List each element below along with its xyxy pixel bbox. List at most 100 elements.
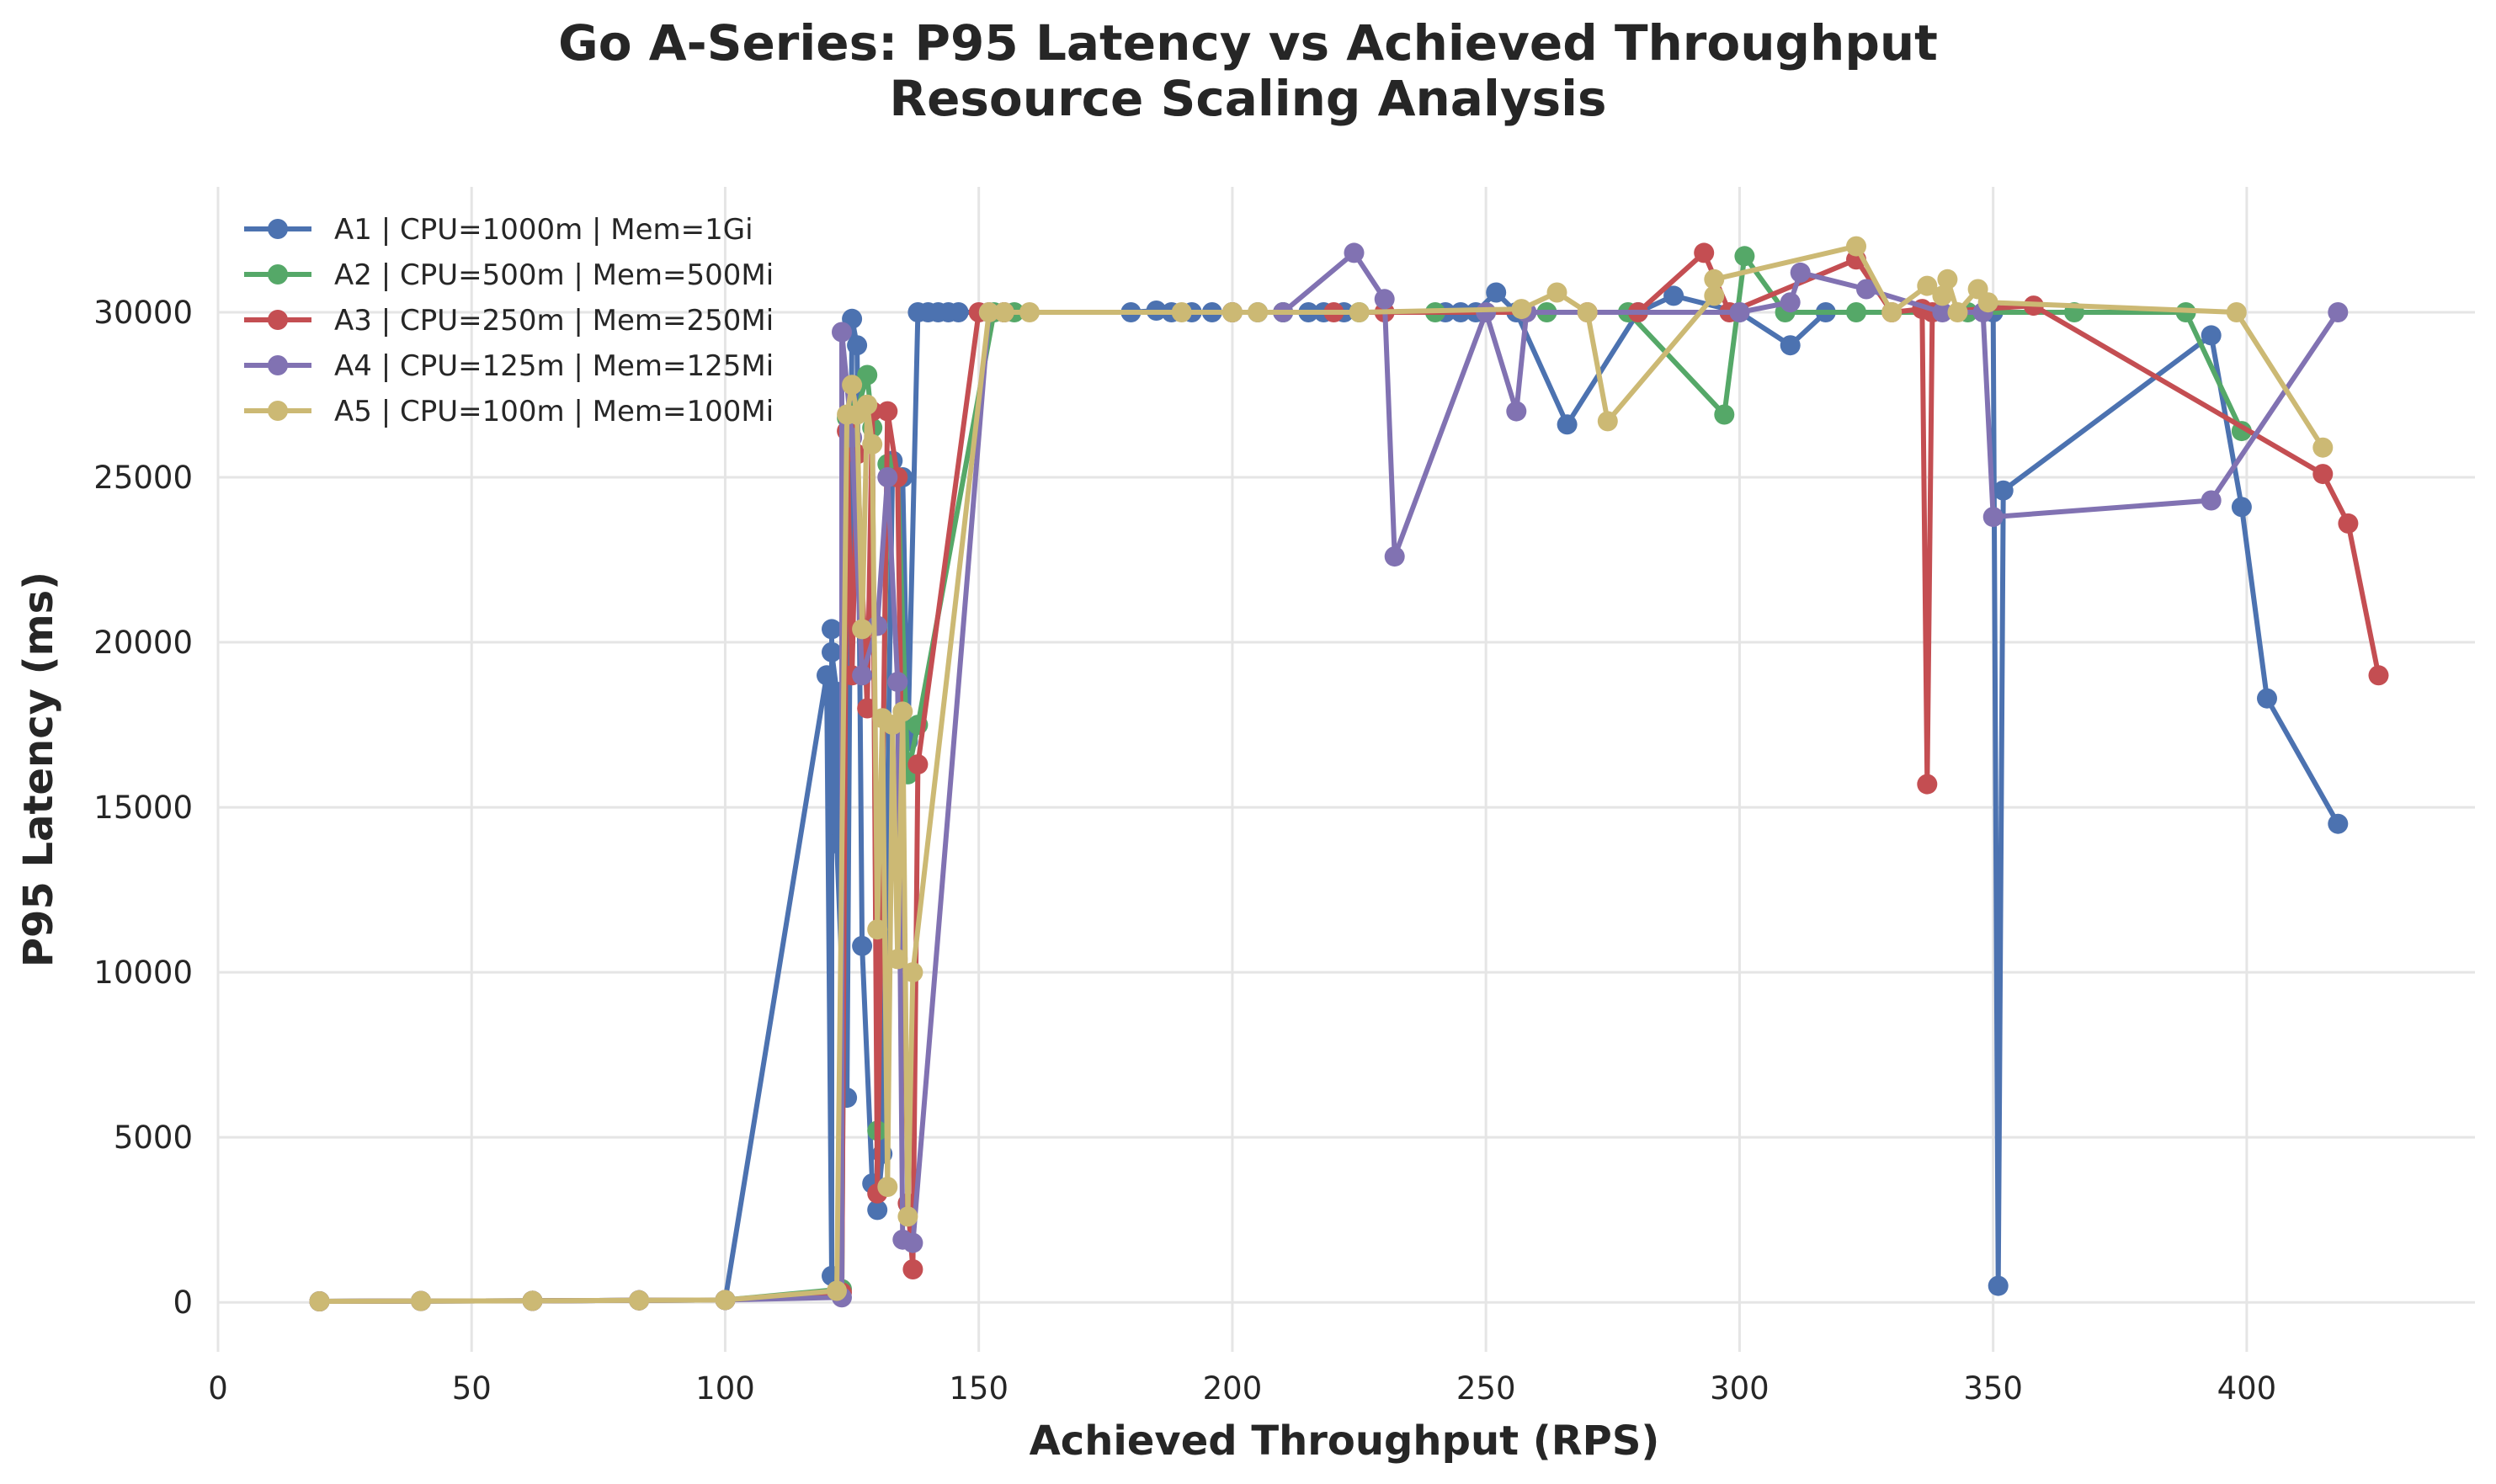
series-5-point-7 xyxy=(842,375,863,396)
legend-label-3: A3 | CPU=250m | Mem=250Mi xyxy=(334,304,774,338)
series-4-point-11 xyxy=(887,672,908,693)
series-5-point-0 xyxy=(309,1291,330,1311)
x-tick-label-0: 0 xyxy=(208,1370,228,1407)
series-1-point-44 xyxy=(1663,285,1684,306)
series-5-point-25 xyxy=(1248,302,1269,322)
y-tick-label-0: 0 xyxy=(173,1285,193,1321)
chart-title-block: Go A-Series: P95 Latency vs Achieved Thr… xyxy=(0,15,2496,126)
series-1-point-46 xyxy=(1780,335,1801,356)
series-1-point-52 xyxy=(2231,497,2252,518)
series-1-point-13 xyxy=(847,335,868,356)
legend-swatch-marker-5 xyxy=(268,401,288,421)
chart-title: Go A-Series: P95 Latency vs Achieved Thr… xyxy=(558,14,1938,72)
series-1-point-54 xyxy=(2328,813,2349,834)
series-1-point-53 xyxy=(2257,688,2277,709)
series-2-point-25 xyxy=(1734,246,1755,267)
x-tick-label-3: 150 xyxy=(949,1370,1009,1407)
series-5-point-36 xyxy=(1932,285,1953,306)
legend-entry-4: A4 | CPU=125m | Mem=125Mi xyxy=(244,349,774,383)
series-4-point-20 xyxy=(1506,401,1527,422)
series-5-point-9 xyxy=(852,619,873,640)
series-1-point-8 xyxy=(822,641,842,662)
series-4-point-24 xyxy=(1790,262,1811,283)
series-5-point-28 xyxy=(1546,282,1567,303)
series-5-point-40 xyxy=(1977,292,1998,313)
series-5-point-26 xyxy=(1349,302,1370,322)
x-tick-label-6: 300 xyxy=(1710,1370,1770,1407)
y-tick-label-4: 20000 xyxy=(93,625,193,661)
series-5-point-30 xyxy=(1597,411,1618,432)
series-3-point-16 xyxy=(907,754,929,775)
legend-entry-5: A5 | CPU=100m | Mem=100Mi xyxy=(244,395,774,428)
y-tick-label-3: 15000 xyxy=(93,790,193,826)
series-5-point-19 xyxy=(902,962,923,983)
series-5-point-42 xyxy=(2312,437,2334,458)
series-3-point-32 xyxy=(2312,464,2334,485)
series-1-point-49 xyxy=(1988,1275,2009,1296)
series-3-point-33 xyxy=(2338,513,2359,534)
series-4-point-25 xyxy=(1856,279,1876,300)
series-5-point-31 xyxy=(1704,285,1725,306)
series-5-point-1 xyxy=(411,1290,431,1311)
x-tick-label-2: 100 xyxy=(695,1370,755,1407)
series-5-point-14 xyxy=(877,1177,898,1197)
legend-entry-3: A3 | CPU=250m | Mem=250Mi xyxy=(244,304,774,338)
legend-swatch-marker-4 xyxy=(268,355,288,375)
series-5-point-11 xyxy=(862,433,883,455)
series-5-point-12 xyxy=(867,919,888,940)
y-tick-label-2: 10000 xyxy=(93,955,193,991)
series-1-point-40 xyxy=(1486,282,1507,303)
legend-label-2: A2 | CPU=500m | Mem=500Mi xyxy=(334,258,774,292)
series-2-point-8 xyxy=(857,364,878,386)
legend-label-1: A1 | CPU=1000m | Mem=1Gi xyxy=(334,213,753,247)
series-1-point-50 xyxy=(1993,480,2014,501)
series-4-point-23 xyxy=(1780,292,1801,313)
x-axis-label: Achieved Throughput (RPS) xyxy=(1030,1418,1660,1465)
series-2-point-27 xyxy=(1846,302,1866,322)
legend-swatch-marker-2 xyxy=(268,264,288,285)
x-tick-label-7: 350 xyxy=(1963,1370,2023,1407)
series-5-point-18 xyxy=(897,1206,918,1227)
chart-subtitle: Resource Scaling Analysis xyxy=(889,70,1607,127)
series-3-point-34 xyxy=(2368,665,2389,686)
series-5-point-4 xyxy=(715,1290,736,1311)
legend-label-5: A5 | CPU=100m | Mem=100Mi xyxy=(334,395,774,428)
series-5-point-21 xyxy=(993,302,1014,322)
series-5-point-32 xyxy=(1704,269,1725,290)
series-5-point-20 xyxy=(978,302,999,322)
legend-swatch-marker-3 xyxy=(268,310,288,330)
series-1-point-42 xyxy=(1557,414,1578,435)
series-1-point-5 xyxy=(817,665,837,686)
y-axis-label: P95 Latency (ms) xyxy=(15,572,62,967)
x-tick-label-5: 250 xyxy=(1456,1370,1516,1407)
series-3-point-29 xyxy=(1917,774,1938,795)
x-tick-label-1: 50 xyxy=(452,1370,492,1407)
series-1-point-16 xyxy=(867,1199,888,1221)
series-5-point-22 xyxy=(1019,302,1040,322)
series-4-point-30 xyxy=(2328,302,2349,322)
legend-entry-2: A2 | CPU=500m | Mem=500Mi xyxy=(244,258,774,292)
series-4-point-8 xyxy=(852,665,873,686)
series-4-point-18 xyxy=(1384,546,1405,567)
legend-entry-1: A1 | CPU=1000m | Mem=1Gi xyxy=(244,213,753,247)
series-1-point-14 xyxy=(852,935,873,956)
series-5-point-23 xyxy=(1171,302,1192,322)
series-5-point-2 xyxy=(522,1290,543,1311)
series-5-point-29 xyxy=(1577,302,1598,322)
series-4-point-13 xyxy=(902,1232,923,1253)
series-5-point-34 xyxy=(1881,302,1903,322)
series-4-point-17 xyxy=(1374,289,1395,310)
series-2-point-24 xyxy=(1714,404,1735,425)
series-1-line xyxy=(317,290,2341,1304)
legend-swatch-marker-1 xyxy=(268,219,288,239)
y-tick-label-6: 30000 xyxy=(93,295,193,331)
y-tick-label-1: 5000 xyxy=(114,1120,193,1156)
series-5-point-38 xyxy=(1947,302,1968,322)
series-5-point-3 xyxy=(629,1290,650,1311)
series-4-point-6 xyxy=(832,322,852,343)
series-5-point-17 xyxy=(892,701,913,722)
series-4-point-28 xyxy=(1982,507,2004,528)
series-4-point-22 xyxy=(1729,302,1750,322)
series-lines xyxy=(309,236,2389,1311)
